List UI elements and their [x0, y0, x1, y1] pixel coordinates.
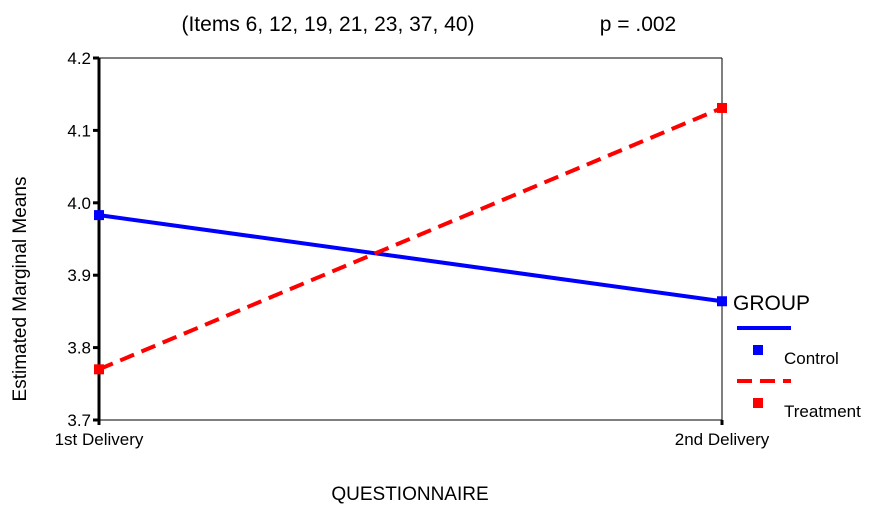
series-markers: [94, 102, 727, 375]
x-axis-ticks: 1st Delivery 2nd Delivery: [55, 420, 770, 449]
legend-control-marker: [753, 345, 763, 355]
control-series-line: [98, 213, 723, 304]
x-tick-label: 1st Delivery: [55, 430, 144, 449]
control-data-point: [94, 210, 104, 221]
y-tick-label: 3.7: [67, 411, 91, 430]
x-tick-label: 2nd Delivery: [675, 430, 770, 449]
y-tick-label: 3.8: [67, 339, 91, 358]
y-tick-label: 4.1: [67, 121, 91, 140]
control-data-point: [717, 296, 727, 307]
y-tick-label: 4.0: [67, 194, 91, 213]
chart-title: (Items 6, 12, 19, 21, 23, 37, 40): [181, 13, 474, 36]
y-axis-title: Estimated Marginal Means: [10, 177, 31, 402]
chart-subtitle: p = .002: [600, 13, 676, 36]
legend-title: GROUP: [733, 292, 810, 315]
y-tick-label: 4.2: [67, 49, 91, 68]
x-axis-title: QUESTIONNAIRE: [331, 484, 488, 505]
plot-frame: [97, 57, 723, 421]
treatment-series-line: [98, 106, 723, 372]
legend-treatment-label: Treatment: [784, 402, 861, 421]
series-lines: [98, 106, 723, 372]
legend: GROUP Control Treatment: [733, 292, 861, 421]
legend-treatment-marker: [753, 398, 763, 408]
y-tick-label: 3.9: [67, 266, 91, 285]
legend-control-label: Control: [784, 349, 839, 368]
treatment-data-point: [717, 102, 727, 113]
y-axis-ticks: 3.7 3.8 3.9 4.0 4.1 4.2: [67, 49, 99, 430]
treatment-data-point: [94, 364, 104, 375]
